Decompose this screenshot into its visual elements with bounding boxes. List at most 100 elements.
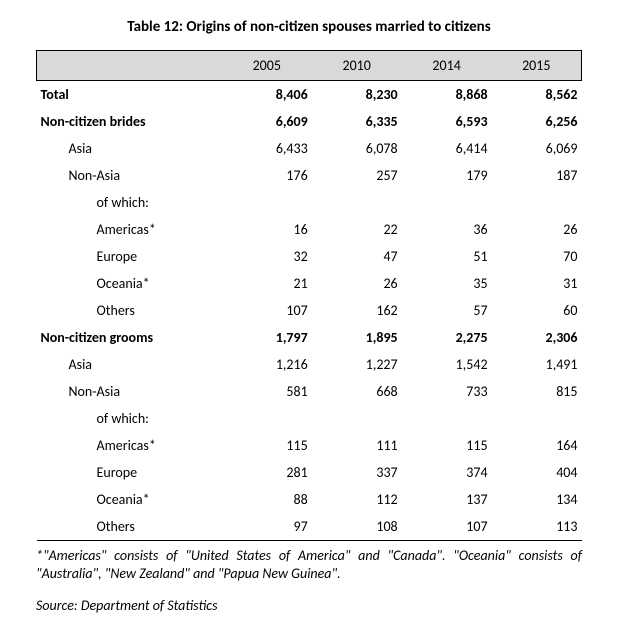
cell-value: 70 bbox=[492, 243, 582, 270]
table-row: Europe281337374404 bbox=[37, 459, 582, 486]
cell-value: 8,562 bbox=[492, 81, 582, 109]
cell-value: 668 bbox=[312, 378, 402, 405]
cell-value: 60 bbox=[492, 297, 582, 324]
cell-value: 8,406 bbox=[222, 81, 312, 109]
header-blank bbox=[37, 51, 222, 81]
table-header: 2005 2010 2014 2015 bbox=[37, 51, 582, 81]
row-label: Americas* bbox=[37, 216, 222, 243]
cell-value: 179 bbox=[402, 162, 492, 189]
row-label: of which: bbox=[37, 405, 222, 432]
cell-value: 162 bbox=[312, 297, 402, 324]
table-row: Non-citizen brides6,6096,3356,5936,256 bbox=[37, 108, 582, 135]
cell-value bbox=[402, 405, 492, 432]
cell-value: 21 bbox=[222, 270, 312, 297]
table-row: Europe32475170 bbox=[37, 243, 582, 270]
cell-value: 57 bbox=[402, 297, 492, 324]
table-row: Non-Asia176257179187 bbox=[37, 162, 582, 189]
header-year: 2010 bbox=[312, 51, 402, 81]
cell-value: 176 bbox=[222, 162, 312, 189]
header-year: 2005 bbox=[222, 51, 312, 81]
cell-value bbox=[492, 405, 582, 432]
cell-value: 47 bbox=[312, 243, 402, 270]
row-label: Non-citizen grooms bbox=[37, 324, 222, 351]
cell-value bbox=[222, 189, 312, 216]
row-label: Europe bbox=[37, 243, 222, 270]
cell-value bbox=[312, 405, 402, 432]
cell-value: 6,433 bbox=[222, 135, 312, 162]
header-year: 2015 bbox=[492, 51, 582, 81]
cell-value: 26 bbox=[492, 216, 582, 243]
header-year: 2014 bbox=[402, 51, 492, 81]
cell-value: 26 bbox=[312, 270, 402, 297]
cell-value: 1,216 bbox=[222, 351, 312, 378]
cell-value: 2,306 bbox=[492, 324, 582, 351]
cell-value: 88 bbox=[222, 486, 312, 513]
cell-value: 51 bbox=[402, 243, 492, 270]
cell-value: 1,797 bbox=[222, 324, 312, 351]
cell-value: 2,275 bbox=[402, 324, 492, 351]
cell-value: 112 bbox=[312, 486, 402, 513]
row-label: Non-Asia bbox=[37, 378, 222, 405]
cell-value: 1,895 bbox=[312, 324, 402, 351]
cell-value bbox=[492, 189, 582, 216]
table-row: Asia6,4336,0786,4146,069 bbox=[37, 135, 582, 162]
row-label: of which: bbox=[37, 189, 222, 216]
cell-value: 107 bbox=[402, 513, 492, 541]
cell-value: 111 bbox=[312, 432, 402, 459]
table-row: Others1071625760 bbox=[37, 297, 582, 324]
table-body: Total8,4068,2308,8688,562Non-citizen bri… bbox=[37, 81, 582, 541]
cell-value bbox=[222, 405, 312, 432]
cell-value: 6,078 bbox=[312, 135, 402, 162]
table-row: Oceania*88112137134 bbox=[37, 486, 582, 513]
cell-value: 1,542 bbox=[402, 351, 492, 378]
cell-value: 337 bbox=[312, 459, 402, 486]
table-row: of which: bbox=[37, 405, 582, 432]
data-table: 2005 2010 2014 2015 Total8,4068,2308,868… bbox=[36, 50, 582, 541]
table-row: Non-citizen grooms1,7971,8952,2752,306 bbox=[37, 324, 582, 351]
row-label: Asia bbox=[37, 135, 222, 162]
row-label: Oceania* bbox=[37, 486, 222, 513]
cell-value: 581 bbox=[222, 378, 312, 405]
cell-value: 35 bbox=[402, 270, 492, 297]
page-container: Table 12: Origins of non-citizen spouses… bbox=[0, 0, 618, 626]
table-row: Asia1,2161,2271,5421,491 bbox=[37, 351, 582, 378]
cell-value: 113 bbox=[492, 513, 582, 541]
cell-value: 107 bbox=[222, 297, 312, 324]
header-row: 2005 2010 2014 2015 bbox=[37, 51, 582, 81]
cell-value: 16 bbox=[222, 216, 312, 243]
table-row: Oceania*21263531 bbox=[37, 270, 582, 297]
cell-value: 8,868 bbox=[402, 81, 492, 109]
cell-value: 137 bbox=[402, 486, 492, 513]
cell-value: 115 bbox=[222, 432, 312, 459]
cell-value: 404 bbox=[492, 459, 582, 486]
cell-value: 36 bbox=[402, 216, 492, 243]
table-row: Others97108107113 bbox=[37, 513, 582, 541]
cell-value: 815 bbox=[492, 378, 582, 405]
row-label: Non-Asia bbox=[37, 162, 222, 189]
row-label: Oceania* bbox=[37, 270, 222, 297]
cell-value: 22 bbox=[312, 216, 402, 243]
table-row: of which: bbox=[37, 189, 582, 216]
cell-value: 281 bbox=[222, 459, 312, 486]
cell-value: 115 bbox=[402, 432, 492, 459]
table-row: Non-Asia581668733815 bbox=[37, 378, 582, 405]
footnote: *"Americas" consists of "United States o… bbox=[36, 547, 582, 583]
row-label: Others bbox=[37, 297, 222, 324]
cell-value: 1,227 bbox=[312, 351, 402, 378]
cell-value: 164 bbox=[492, 432, 582, 459]
cell-value: 6,256 bbox=[492, 108, 582, 135]
cell-value: 6,069 bbox=[492, 135, 582, 162]
row-label: Americas* bbox=[37, 432, 222, 459]
row-label: Europe bbox=[37, 459, 222, 486]
cell-value: 374 bbox=[402, 459, 492, 486]
cell-value: 6,335 bbox=[312, 108, 402, 135]
cell-value: 97 bbox=[222, 513, 312, 541]
row-label: Asia bbox=[37, 351, 222, 378]
cell-value: 31 bbox=[492, 270, 582, 297]
cell-value: 6,609 bbox=[222, 108, 312, 135]
cell-value: 6,593 bbox=[402, 108, 492, 135]
cell-value: 1,491 bbox=[492, 351, 582, 378]
cell-value: 6,414 bbox=[402, 135, 492, 162]
cell-value: 32 bbox=[222, 243, 312, 270]
table-title: Table 12: Origins of non-citizen spouses… bbox=[36, 18, 582, 36]
